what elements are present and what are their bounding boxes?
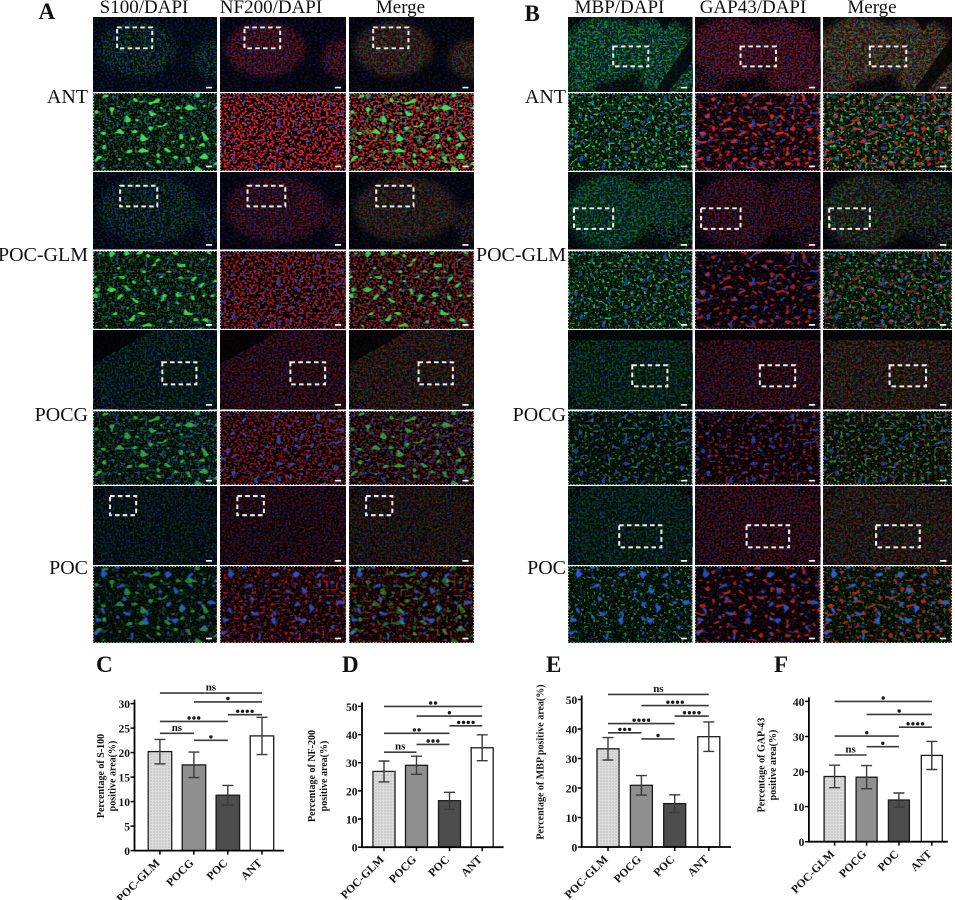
svg-text:30: 30 <box>346 758 358 770</box>
svg-text:0: 0 <box>124 846 130 858</box>
svg-text:ANT: ANT <box>686 853 712 879</box>
svg-text:POC: POC <box>652 854 678 880</box>
svg-text:20: 20 <box>566 784 578 796</box>
svg-text:D: D <box>342 652 359 677</box>
svg-text:POC-GLM: POC-GLM <box>789 848 837 896</box>
svg-text:POCG: POCG <box>165 857 197 889</box>
svg-text:20: 20 <box>346 786 358 798</box>
svg-text:ns: ns <box>395 741 406 753</box>
svg-text:10: 10 <box>119 797 131 809</box>
svg-text:30: 30 <box>119 699 131 711</box>
svg-text:positive area(%): positive area(%) <box>768 730 779 801</box>
svg-text:Percentage of NF-200: Percentage of NF-200 <box>307 730 318 822</box>
svg-text:POC-GLM: POC-GLM <box>339 854 387 900</box>
svg-text:50: 50 <box>346 702 358 714</box>
svg-text:ANT: ANT <box>909 848 935 874</box>
svg-text:POC: POC <box>426 854 452 880</box>
svg-text:5: 5 <box>124 822 130 834</box>
svg-text:40: 40 <box>793 697 805 709</box>
svg-text:POCG: POCG <box>612 854 644 886</box>
svg-text:C: C <box>96 652 113 677</box>
svg-text:10: 10 <box>793 802 805 814</box>
svg-text:POCG: POCG <box>387 854 419 886</box>
svg-text:0: 0 <box>571 843 577 855</box>
svg-text:ns: ns <box>845 744 856 756</box>
svg-text:F: F <box>774 652 788 677</box>
svg-text:40: 40 <box>566 725 578 737</box>
svg-text:POCG: POCG <box>837 848 869 880</box>
svg-text:ns: ns <box>172 722 183 734</box>
svg-text:50: 50 <box>566 695 578 707</box>
svg-text:Percentage of GAP-43: Percentage of GAP-43 <box>757 718 768 813</box>
svg-text:15: 15 <box>119 773 131 785</box>
svg-text:positive area(%): positive area(%) <box>319 741 330 812</box>
svg-text:E: E <box>546 652 561 677</box>
svg-text:30: 30 <box>793 732 805 744</box>
svg-text:25: 25 <box>119 724 131 736</box>
svg-text:ns: ns <box>653 683 664 695</box>
svg-text:POC-GLM: POC-GLM <box>563 854 611 900</box>
svg-text:0: 0 <box>799 837 805 849</box>
svg-text:0: 0 <box>352 843 358 855</box>
svg-text:POC-GLM: POC-GLM <box>115 857 163 900</box>
svg-text:positive area(%): positive area(%) <box>108 741 119 812</box>
svg-text:Percentage of S-100: Percentage of S-100 <box>96 734 107 818</box>
svg-text:10: 10 <box>566 813 578 825</box>
svg-text:ns: ns <box>206 682 217 694</box>
svg-text:40: 40 <box>346 730 358 742</box>
svg-text:20: 20 <box>119 748 131 760</box>
svg-text:Percentage of MBP positive are: Percentage of MBP positive area(%) <box>536 684 547 839</box>
svg-text:10: 10 <box>346 815 358 827</box>
svg-text:POC: POC <box>205 857 231 883</box>
svg-text:20: 20 <box>793 767 805 779</box>
svg-text:ANT: ANT <box>239 857 265 883</box>
svg-text:30: 30 <box>566 754 578 766</box>
svg-text:POC: POC <box>876 848 902 874</box>
svg-text:ANT: ANT <box>459 854 485 880</box>
